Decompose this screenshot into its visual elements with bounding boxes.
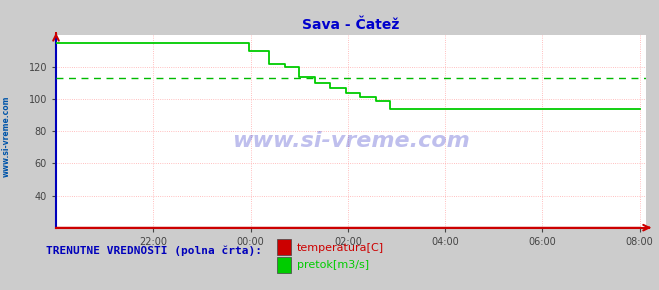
Title: Sava - Čatež: Sava - Čatež — [302, 18, 399, 32]
Text: TRENUTNE VREDNOSTI (polna črta):: TRENUTNE VREDNOSTI (polna črta): — [46, 245, 262, 255]
Text: www.si-vreme.com: www.si-vreme.com — [232, 131, 470, 151]
Text: www.si-vreme.com: www.si-vreme.com — [2, 95, 11, 177]
Text: pretok[m3/s]: pretok[m3/s] — [297, 260, 368, 270]
Text: temperatura[C]: temperatura[C] — [297, 243, 384, 253]
